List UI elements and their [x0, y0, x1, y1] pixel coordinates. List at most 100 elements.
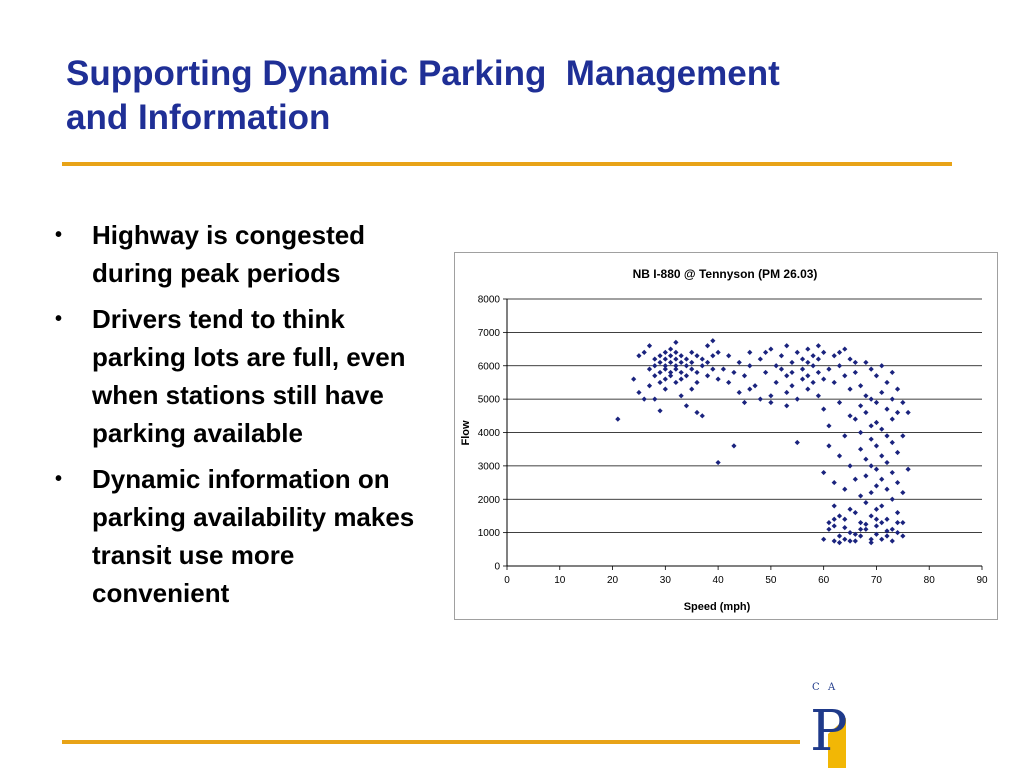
data-point [852, 476, 858, 482]
data-point [710, 338, 716, 344]
data-point [879, 503, 885, 509]
data-point [889, 526, 895, 532]
data-point [821, 376, 827, 382]
data-point [831, 479, 837, 486]
data-point [731, 369, 737, 376]
data-point [847, 506, 853, 512]
data-point [863, 359, 869, 366]
data-point [741, 399, 748, 406]
data-point [657, 353, 663, 359]
y-tick-label: 7000 [478, 328, 501, 339]
data-point [715, 459, 721, 466]
data-point [873, 531, 880, 537]
data-point [836, 540, 843, 546]
data-point [768, 393, 774, 399]
data-point [863, 393, 869, 399]
data-point [847, 386, 853, 392]
data-point [799, 366, 806, 372]
data-point [889, 496, 895, 502]
data-point [894, 449, 901, 456]
data-point [879, 520, 885, 526]
data-point [683, 363, 690, 369]
data-point [894, 386, 901, 392]
x-tick-label: 90 [976, 575, 988, 586]
data-point [858, 526, 864, 532]
data-point [673, 363, 679, 369]
data-point [652, 396, 658, 402]
data-point [678, 359, 684, 366]
data-point [673, 379, 679, 386]
data-point [858, 533, 864, 539]
x-axis-label: Speed (mph) [684, 601, 751, 613]
data-point [704, 343, 711, 349]
data-point [868, 489, 874, 496]
chart-canvas: NB I-880 @ Tennyson (PM 26.03) 010002000… [460, 267, 988, 613]
data-point [868, 536, 874, 542]
data-point [842, 536, 848, 542]
bullet-dot: • [55, 224, 63, 246]
slide-title: Supporting Dynamic Parking Management an… [66, 52, 966, 140]
data-point [704, 373, 711, 379]
data-point [668, 359, 674, 366]
x-tick-label: 70 [871, 575, 883, 586]
data-point [836, 349, 843, 355]
data-point [873, 443, 880, 449]
data-point [842, 516, 848, 522]
data-point [794, 439, 800, 446]
data-point [668, 373, 674, 379]
data-point [821, 349, 827, 355]
x-tick-label: 50 [765, 575, 777, 586]
y-tick-label: 0 [494, 562, 500, 573]
bullet-item: • Highway is congested during peak perio… [52, 216, 437, 292]
data-point [884, 406, 890, 412]
data-point [757, 356, 763, 362]
data-point [842, 433, 848, 439]
data-point [863, 521, 869, 527]
data-point [657, 359, 663, 366]
data-point [847, 356, 853, 362]
data-point [662, 356, 668, 362]
data-point [873, 483, 880, 489]
gridlines [507, 298, 982, 534]
axes [503, 298, 983, 570]
data-point [689, 386, 695, 392]
data-point [773, 363, 779, 369]
bullet-dot: • [55, 468, 63, 490]
data-point [847, 538, 853, 544]
data-point [662, 363, 668, 369]
data-point [683, 403, 690, 409]
data-point [810, 363, 816, 369]
x-tick-label: 80 [924, 575, 936, 586]
data-point [662, 386, 668, 392]
data-point [889, 369, 895, 376]
data-point [905, 409, 911, 416]
bullet-text: Highway is congested during peak periods [92, 220, 366, 288]
data-point [805, 386, 811, 392]
data-point [884, 459, 890, 466]
data-point [683, 373, 690, 379]
data-point [673, 356, 679, 362]
data-point [831, 503, 837, 509]
data-point [868, 366, 874, 372]
data-point [836, 453, 843, 459]
data-point [879, 536, 885, 542]
data-point [778, 353, 785, 359]
data-point [694, 353, 700, 359]
data-point [726, 379, 732, 386]
data-point [794, 349, 800, 355]
x-tick-label: 40 [713, 575, 725, 586]
data-point [900, 520, 906, 526]
data-point [652, 373, 658, 379]
data-point [794, 396, 800, 402]
data-point [821, 406, 827, 412]
data-point [715, 376, 721, 382]
data-point [863, 526, 869, 532]
data-point [831, 538, 837, 544]
data-point [731, 443, 737, 449]
data-point [894, 520, 901, 526]
data-point [842, 373, 848, 379]
data-point [868, 396, 874, 402]
data-point [789, 359, 795, 366]
data-point [678, 376, 684, 382]
data-point [884, 528, 890, 534]
